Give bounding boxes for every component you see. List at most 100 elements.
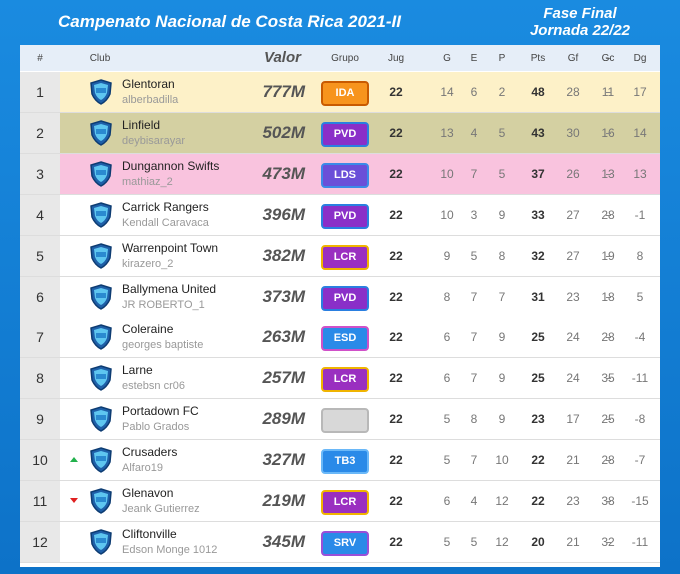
stat-jug: 22 [389,125,403,140]
col-head: # [37,53,43,64]
separator [606,337,611,339]
club-shield [89,488,113,517]
table-row: 7 Coleraine georges baptiste 263M ESD 22 6 7 9 25… [20,317,660,359]
stat-p: 9 [498,412,506,427]
col-head: P [498,53,506,64]
stat-p: 7 [498,289,506,304]
stat-p: 9 [498,207,506,222]
club-shield [89,324,113,353]
manager-name: georges baptiste [122,339,204,352]
stat-pts: 31 [531,289,545,304]
stat-p: 5 [498,166,506,181]
trend-arrow [70,457,78,463]
table-row: 5 Warrenpoint Town kirazero_2 382M LCR 22 9 5 8 3… [20,235,660,277]
stat-jug: 22 [389,494,403,508]
position: 9 [20,399,60,440]
separator [606,58,611,59]
stat-gf: 27 [566,207,580,222]
stat-jug: 22 [389,534,403,549]
manager-name: JR ROBERTO_1 [122,298,205,311]
club-shield [89,161,113,190]
table-row: 3 Dungannon Swifts mathiaz_2 473M LDS 22 10 7 5 3… [20,153,660,195]
manager-name: estebsn cr06 [122,380,185,393]
col-head: Gc [601,53,615,64]
manager-name: Pablo Grados [122,421,190,434]
stat-e: 7 [470,453,478,468]
stat-dg: 14 [633,125,647,140]
group-badge: LCR [321,367,369,393]
stat-jug: 22 [389,166,403,181]
separator [606,214,611,216]
stat-g: 6 [443,494,451,508]
stat-pts: 43 [531,125,545,140]
stat-dg: -8 [634,412,646,427]
title: Campenato Nacional de Costa Rica 2021-II [58,12,401,31]
phase-box: Fase Final Jornada 22/22 [520,5,640,39]
separator [606,255,611,257]
position: 10 [20,440,60,481]
stat-jug: 22 [389,371,403,386]
stat-p: 9 [498,371,506,386]
stat-g: 5 [443,534,451,549]
separator [606,132,611,134]
club-value: 327M [262,450,305,470]
separator [606,92,611,93]
stat-jug: 22 [389,412,403,427]
phase: Fase Final [543,5,617,22]
stat-dg: -1 [634,207,646,222]
stat-gf: 17 [566,412,580,427]
club-value: 502M [262,122,305,142]
separator [606,460,611,462]
separator [606,296,611,298]
club-shield [89,120,113,149]
stat-pts: 33 [531,207,545,222]
stat-e: 4 [470,494,478,508]
stat-p: 5 [498,125,506,140]
stat-pts: 25 [531,371,545,386]
col-head: Gf [567,53,579,64]
stat-p: 10 [495,453,509,468]
stat-jug: 22 [389,248,403,263]
stat-pts: 20 [531,534,545,549]
stat-gf: 21 [566,453,580,468]
separator [606,378,611,380]
table-header: # Club Valor Grupo Jug G E P Pts Gf Gc D… [20,45,660,71]
stat-dg: -11 [631,534,649,549]
stat-dg: -11 [631,371,649,386]
club-value: 219M [262,491,305,510]
position: 12 [20,521,60,562]
stat-gf: 30 [566,125,580,140]
stat-gf: 28 [566,85,580,99]
stat-pts: 23 [531,412,545,427]
separator [606,173,611,175]
club-value: 289M [262,409,305,429]
col-head: E [470,53,478,64]
stat-p: 9 [498,330,506,345]
group-badge [321,408,369,434]
club-name: Portadown FC [122,404,199,419]
manager-name: mathiaz_2 [122,175,173,188]
stat-jug: 22 [389,453,403,468]
stat-dg: 5 [636,289,644,304]
stat-g: 5 [443,453,451,468]
table-row: 10 Crusaders Alfaro19 327M TB3 22 5 7 10 22 21 28 -7 [20,440,660,482]
stat-e: 7 [470,371,478,386]
separator [606,541,611,543]
group-badge: PVD [321,285,369,311]
manager-name: Jeank Gutierrez [122,503,200,515]
stat-e: 5 [470,248,478,263]
stat-e: 4 [470,125,478,140]
col-head: Dg [633,53,647,64]
position: 1 [20,72,60,112]
position: 5 [20,235,60,276]
stat-gf: 24 [566,330,580,345]
position: 6 [20,276,60,317]
club-value: 396M [262,204,305,224]
club-shield [89,201,113,231]
round: Jornada 22/22 [529,22,631,39]
group-badge: TB3 [321,449,369,475]
club-shield [89,447,113,476]
table-row: 12 Cliftonville Edson Monge 1012 345M SRV 22 5… [20,521,660,563]
club-shield [89,529,113,558]
